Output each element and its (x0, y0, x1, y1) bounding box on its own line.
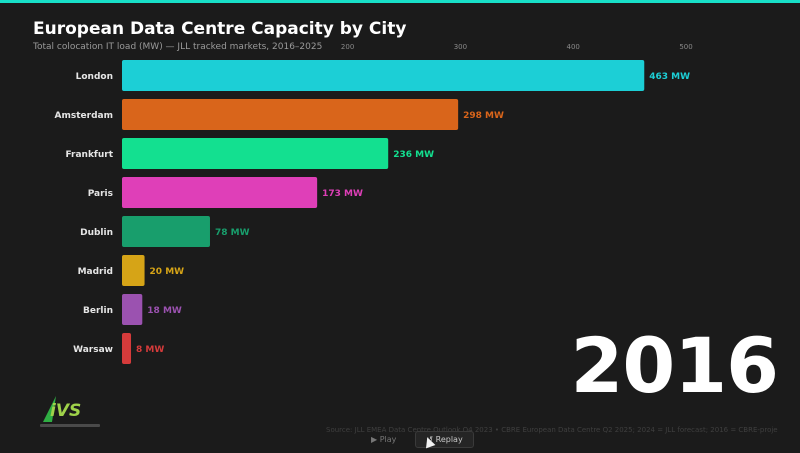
category-label: Warsaw (73, 345, 113, 355)
chart-title: European Data Centre Capacity by City (33, 19, 407, 39)
replay-button[interactable]: ↺ Replay (415, 431, 474, 448)
bar (122, 60, 645, 91)
value-label: 20 MW (150, 267, 185, 277)
category-label: Berlin (83, 306, 113, 316)
category-label: Frankfurt (65, 150, 113, 160)
top-accent-bar (0, 0, 800, 3)
x-tick-label: 300 (454, 43, 467, 51)
category-label: Amsterdam (55, 111, 113, 121)
category-label: Paris (88, 189, 113, 199)
value-label: 298 MW (463, 111, 504, 121)
bar (122, 138, 389, 169)
playback-controls: ▶ Play ↺ Replay (360, 431, 474, 448)
ivs-logo: iVS (43, 396, 81, 422)
category-label: Dublin (80, 228, 113, 238)
chart-subtitle: Total colocation IT load (MW) — JLL trac… (33, 42, 323, 52)
play-button[interactable]: ▶ Play (360, 431, 407, 448)
logo-mark-icon (43, 396, 56, 422)
bar (122, 294, 143, 325)
value-label: 463 MW (649, 72, 690, 82)
source-note: Source: JLL EMEA Data Centre Outlook Q4 … (326, 426, 778, 434)
bar (122, 333, 132, 364)
logo-text: iVS (50, 401, 81, 421)
category-label: London (76, 72, 113, 82)
value-label: 8 MW (136, 345, 164, 355)
value-label: 173 MW (322, 189, 363, 199)
bar (122, 99, 459, 130)
bar (122, 255, 145, 286)
x-tick-label: 500 (679, 43, 692, 51)
category-label: Madrid (78, 267, 113, 277)
value-label: 236 MW (393, 150, 434, 160)
year-indicator: 2016 (570, 321, 779, 410)
bar (122, 177, 318, 208)
x-tick-label: 400 (567, 43, 580, 51)
bar (122, 216, 210, 247)
x-tick-label: 200 (341, 43, 354, 51)
logo-subtext (40, 424, 100, 427)
value-label: 18 MW (147, 306, 182, 316)
value-label: 78 MW (215, 228, 250, 238)
